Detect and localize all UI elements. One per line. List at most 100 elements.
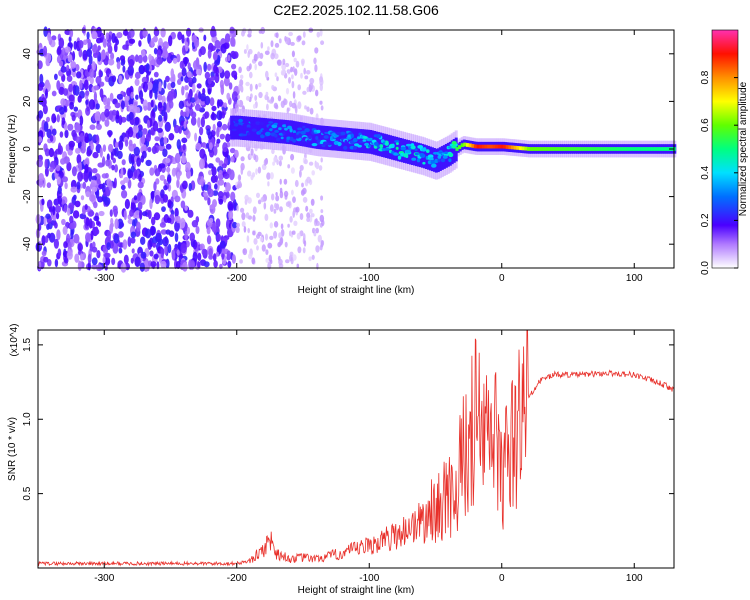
ridge-core (473, 144, 478, 149)
speckle-mark (309, 77, 315, 85)
speckle-mark (64, 182, 68, 190)
speckle-mark (86, 150, 92, 157)
speckle-mark (120, 180, 126, 186)
speckle-mark (178, 100, 185, 110)
ridge-band (438, 147, 442, 171)
ridge-core (542, 147, 546, 151)
speckle-mark (166, 176, 172, 183)
speckle-mark (85, 191, 91, 198)
ridge-core (300, 130, 306, 135)
speckle-mark (290, 66, 293, 73)
speckle-mark (274, 72, 278, 77)
speckle-mark (171, 249, 176, 261)
speckle-mark (315, 162, 320, 170)
speckle-mark (106, 41, 112, 48)
ridge-core (662, 147, 666, 151)
speckle-mark (181, 85, 185, 96)
speckle-mark (277, 241, 282, 248)
snr-y-ticks: 0.5 1.0 1.5 (22, 337, 674, 501)
speckle-mark (265, 70, 269, 79)
speckle-mark (158, 163, 166, 169)
ridge-band (283, 119, 287, 144)
speckle-mark (255, 168, 258, 175)
ridge-core (587, 147, 592, 151)
speckle-mark (266, 103, 269, 111)
speckle-mark (76, 71, 82, 79)
ridge-core (308, 135, 313, 140)
x-tick-label: 100 (626, 273, 643, 284)
speckle-mark (58, 37, 65, 49)
speckle-mark (293, 57, 297, 63)
heatmap-x-ticks: -300 -200 -100 0 100 (94, 30, 643, 284)
speckle-mark (80, 253, 84, 261)
speckle-mark (239, 259, 243, 264)
speckle-mark (229, 147, 236, 154)
speckle-mark (208, 170, 212, 176)
speckle-mark (75, 136, 81, 144)
speckle-mark (257, 166, 262, 174)
speckle-mark (122, 29, 129, 36)
speckle-mark (144, 228, 152, 239)
ridge-core (548, 147, 552, 151)
speckle-mark (257, 51, 261, 59)
speckle-mark (82, 39, 88, 46)
ridge-core (609, 147, 613, 151)
speckle-mark (46, 182, 52, 189)
colorbar-gradient (711, 29, 739, 269)
speckle-mark (141, 211, 148, 217)
speckle-mark (89, 124, 96, 130)
ridge-core (373, 145, 378, 149)
speckle-mark (116, 61, 121, 70)
speckle-mark (183, 120, 187, 129)
speckle-mark (275, 32, 279, 39)
speckle-mark (247, 170, 252, 177)
speckle-mark (256, 192, 260, 198)
speckle-mark (84, 204, 88, 210)
ridge-core (400, 146, 407, 151)
speckle-mark (241, 221, 246, 228)
speckle-mark (64, 46, 71, 53)
speckle-mark (320, 40, 325, 45)
speckle-mark (79, 115, 84, 126)
ridge-core (585, 147, 589, 151)
speckle-mark (45, 88, 48, 99)
ridge-core (484, 144, 488, 149)
speckle-mark (93, 201, 98, 209)
speckle-mark (58, 86, 65, 95)
speckle-mark (292, 196, 296, 203)
ridge-core (276, 137, 281, 142)
speckle-mark (280, 69, 286, 76)
speckle-mark (56, 212, 60, 220)
speckle-mark (52, 205, 56, 216)
ridge-core (643, 147, 647, 151)
speckle-mark (291, 74, 294, 80)
speckle-mark (287, 223, 290, 228)
ridge-core (651, 147, 655, 151)
speckle-mark (271, 193, 275, 201)
speckle-mark (297, 84, 302, 91)
speckle-mark (114, 43, 118, 53)
speckle-mark (275, 195, 280, 202)
ridge-core (468, 143, 472, 148)
ridge-core (322, 141, 329, 146)
y-tick-label: 0 (22, 146, 33, 152)
ridge-band (365, 129, 369, 154)
speckle-mark (122, 239, 128, 250)
speckle-mark (60, 66, 67, 73)
ridge-core (229, 124, 236, 129)
speckle-mark (254, 95, 258, 101)
speckle-mark (163, 102, 167, 112)
ridge-core (243, 120, 248, 125)
ridge-core (391, 150, 395, 155)
speckle-mark (94, 226, 99, 235)
speckle-mark (129, 209, 134, 217)
ridge-core (405, 154, 409, 158)
speckle-mark (223, 76, 230, 87)
speckle-mark (252, 103, 257, 109)
ridge-core (487, 144, 491, 149)
ridge-core (471, 144, 475, 148)
speckle-mark (37, 83, 44, 91)
speckle-mark (127, 236, 132, 247)
ridge-band (399, 138, 403, 162)
speckle-mark (273, 53, 279, 60)
